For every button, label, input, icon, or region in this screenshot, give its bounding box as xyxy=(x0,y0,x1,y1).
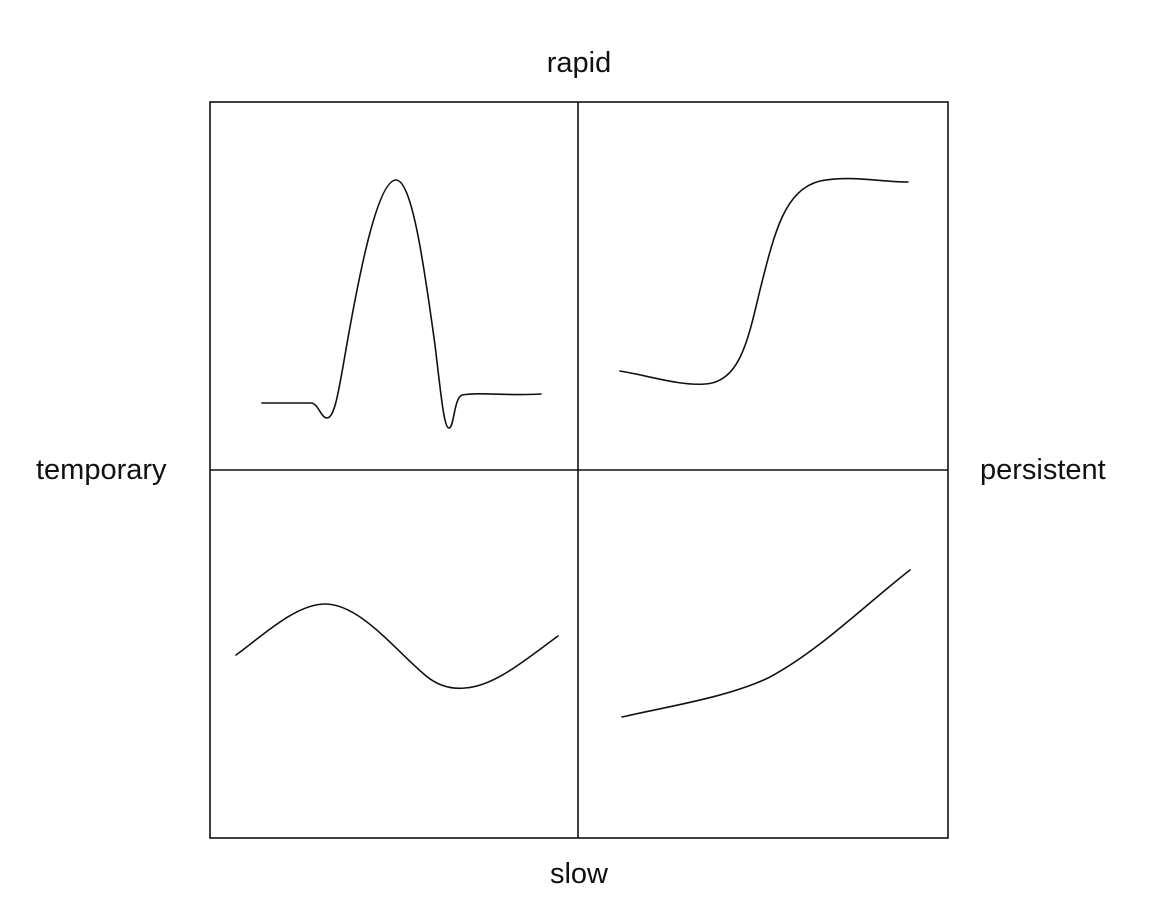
axis-label-temporary: temporary xyxy=(36,454,167,486)
axis-label-slow: slow xyxy=(549,858,608,890)
axis-label-rapid: rapid xyxy=(546,47,612,79)
curve-slow-persistent xyxy=(621,569,911,718)
curve-slow-temporary xyxy=(235,603,559,690)
curve-rapid-persistent xyxy=(619,177,909,386)
curve-rapid-temporary xyxy=(261,179,542,429)
axis-label-persistent: persistent xyxy=(980,454,1106,486)
